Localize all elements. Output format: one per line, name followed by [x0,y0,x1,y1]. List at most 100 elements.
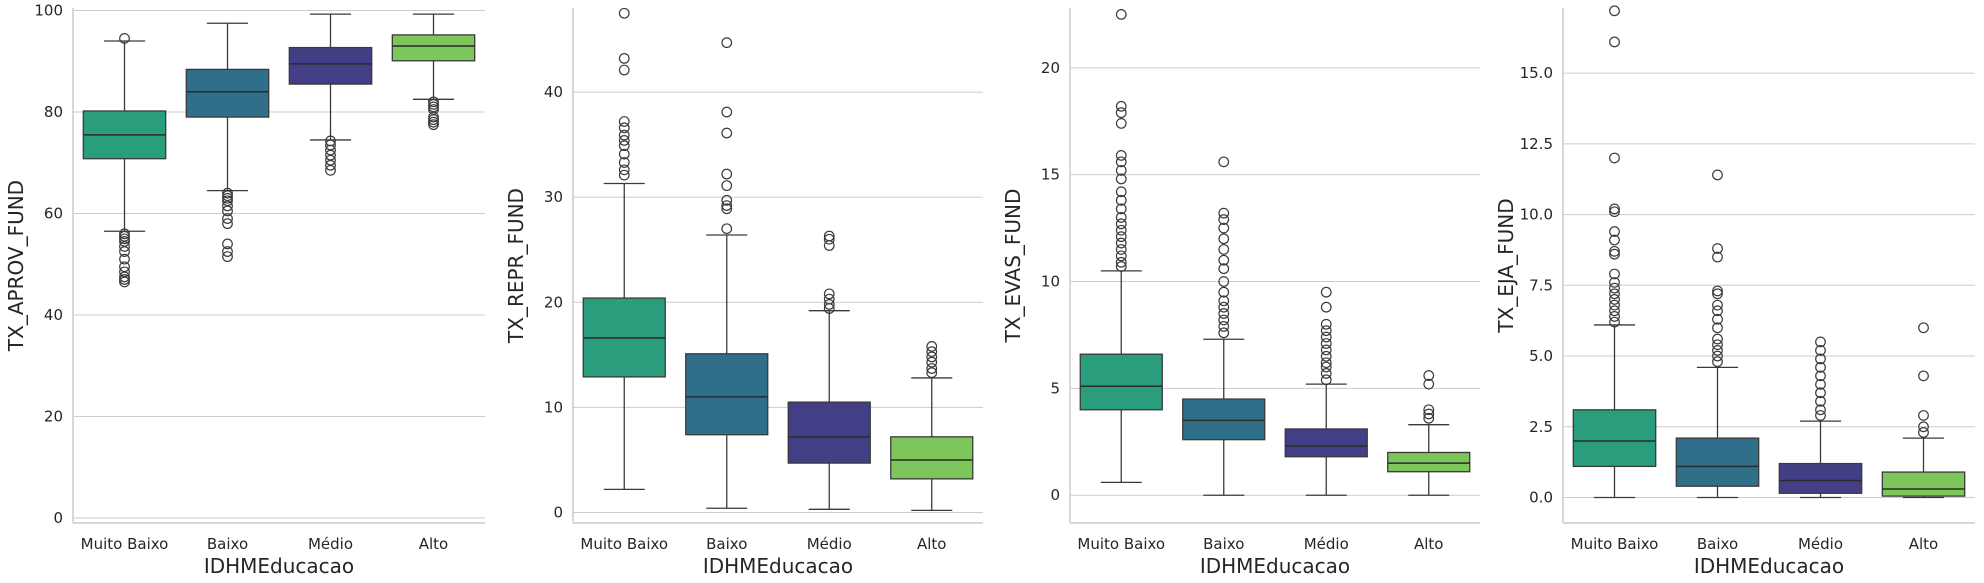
outlier-point [721,223,733,235]
outlier-point [721,37,733,49]
outlier-point [1115,244,1127,255]
outlier-point [1609,277,1620,288]
iqr-box [1778,462,1863,494]
outlier-point [428,119,439,131]
outlier-point [1815,370,1826,382]
iqr-box [1387,451,1471,473]
outlier-point [1218,263,1230,275]
outlier-point [1320,301,1332,313]
outlier-point [1115,156,1127,168]
outlier-point [1320,361,1332,373]
outlier-point [428,114,439,126]
y-tick-label: 20 [1041,59,1060,77]
iqr-box [288,46,373,85]
outlier-point [721,106,733,118]
outlier-point [1115,261,1127,272]
x-tick-label: Muito Baixo [1571,535,1659,553]
x-tick-label: Médio [807,535,852,553]
iqr-box [1284,428,1368,458]
outlier-point [222,205,233,217]
outlier-point [1815,344,1826,356]
iqr-box [1881,471,1966,497]
y-axis-label: TX_EVAS_FUND [1001,189,1025,344]
outlier-point [1712,169,1723,181]
y-tick-label: 12.5 [1520,135,1553,153]
outlier-point [119,274,130,285]
iqr-box [787,401,871,464]
outlier-point [1115,218,1127,230]
outlier-point [926,351,938,363]
outlier-point [618,122,630,134]
x-tick-label: Muito Baixo [1077,535,1165,553]
x-tick-label: Médio [1304,535,1349,553]
outlier-point [1115,150,1127,161]
box-baixo [1675,169,1760,499]
box-alto [1881,322,1966,499]
outlier-point [325,159,336,171]
outlier-point [1712,339,1723,351]
outlier-point [1320,350,1332,362]
outlier-point [119,253,130,265]
outlier-point [926,363,938,374]
outlier-point [1712,322,1723,334]
iqr-box [1675,437,1760,487]
outlier-point [1609,311,1620,322]
y-tick-label: 0 [553,503,563,521]
outlier-point [222,251,233,263]
outlier-point [1218,156,1230,168]
outlier-point [1218,214,1230,225]
outlier-point [1115,117,1127,129]
outlier-point [222,218,233,230]
outlier-point [1218,276,1230,287]
outlier-point [119,233,130,245]
y-tick-label: 20 [544,293,563,311]
outlier-point [1218,327,1230,339]
outlier-point [1320,344,1332,356]
outlier-point [222,187,233,199]
outlier-point [618,129,630,141]
outlier-point [1115,224,1127,236]
outlier-point [1712,350,1723,362]
outlier-point [1115,237,1127,249]
box-baixo [1182,156,1266,496]
outlier-point [428,99,439,110]
outlier-point [1712,313,1723,325]
outlier-point [119,276,130,288]
outlier-point [222,213,233,224]
outlier-point [1218,308,1230,319]
outlier-point [1115,194,1127,206]
outlier-point [618,64,630,76]
box-médio [288,13,373,176]
box-médio [1778,336,1863,499]
outlier-point [1815,378,1826,390]
outlier-point [618,116,630,127]
outlier-point [618,148,630,160]
outlier-point [1115,9,1127,20]
outlier-point [1115,107,1127,119]
panel-1: 0 20 40 60 80 100 Muito Baixo Baixo Médio Alto IDH… [4,2,485,578]
box-baixo [185,22,270,263]
outlier-point [1218,207,1230,219]
outlier-point [1712,299,1723,311]
outlier-point [119,33,130,44]
outlier-point [1423,412,1435,424]
outlier-point [618,135,630,146]
x-tick-label: Baixo [207,535,248,553]
y-axis-label: TX_APROV_FUND [4,180,28,352]
outlier-point [1423,378,1435,390]
outlier-point [1609,294,1620,305]
outlier-point [1712,305,1723,317]
outlier-point [1115,203,1127,215]
y-tick-label: 15.0 [1520,64,1553,82]
outlier-point [1320,325,1332,337]
x-tick-label: Alto [419,535,449,553]
y-tick-label: 15 [1041,166,1060,184]
outlier-point [926,367,938,379]
outlier-point [222,192,233,204]
outlier-point [823,240,835,251]
y-tick-label: 10.0 [1520,206,1553,224]
x-axis-label: IDHMEducacao [204,554,354,578]
outlier-point [721,168,733,180]
outlier-point [1815,387,1826,399]
